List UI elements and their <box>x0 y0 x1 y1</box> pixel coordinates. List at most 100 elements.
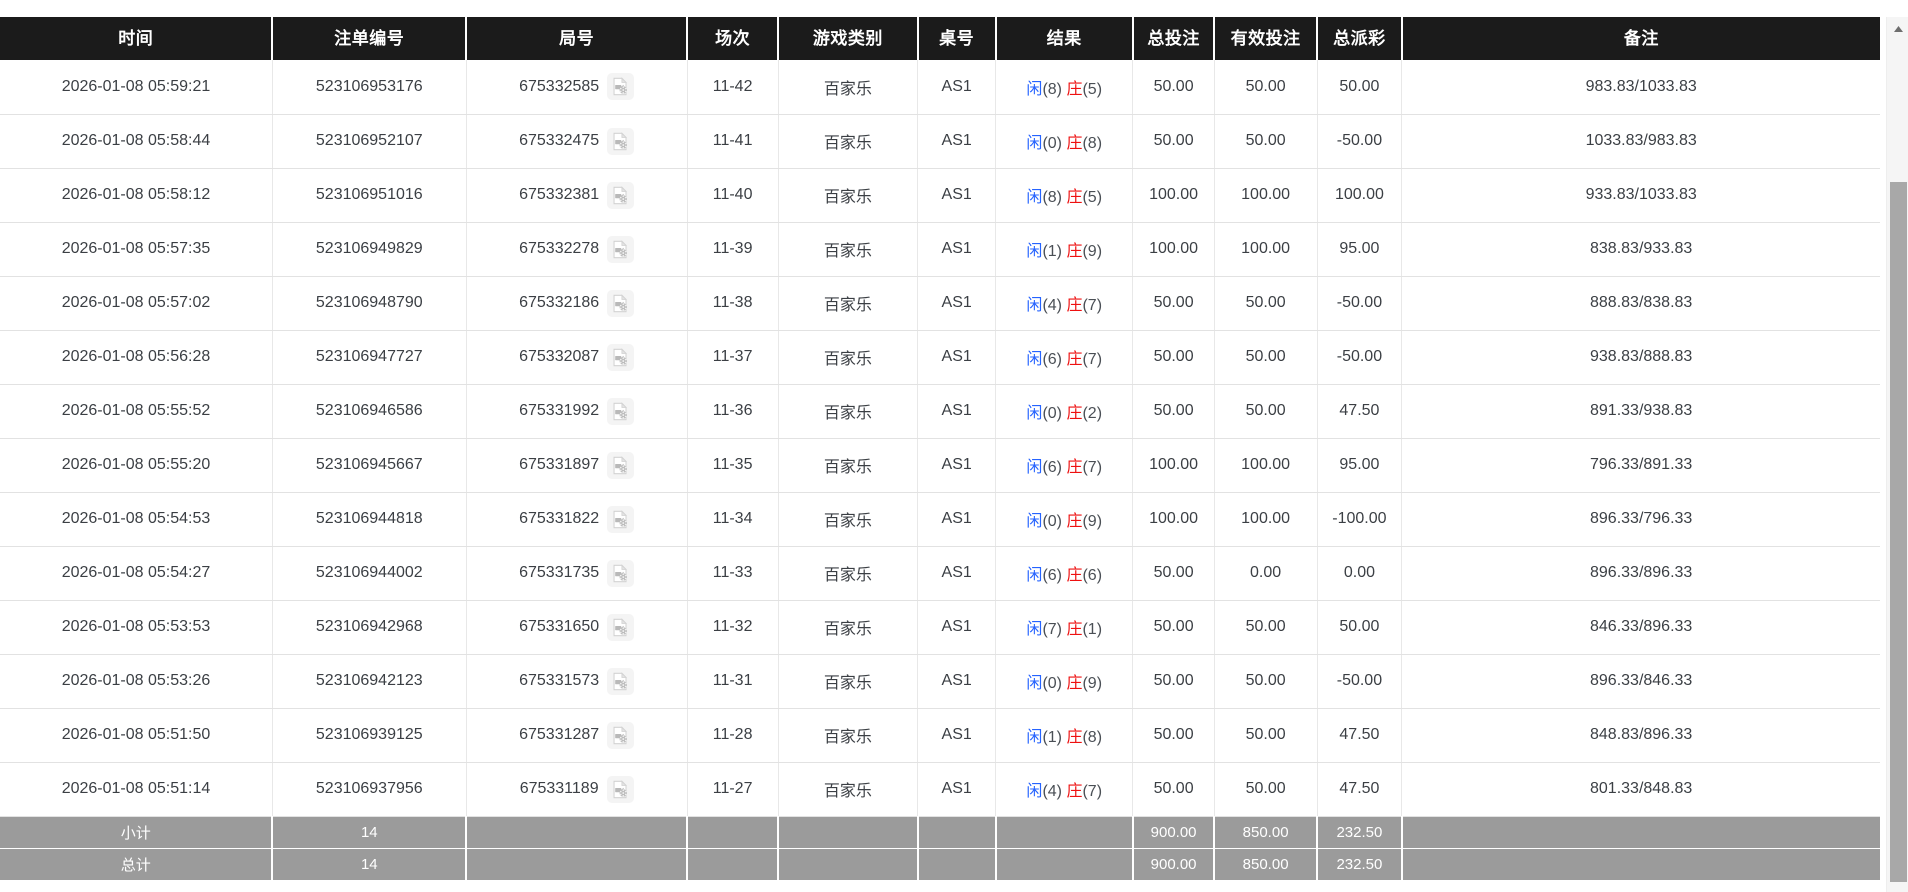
cell-remark: 896.33/796.33 <box>1401 492 1880 547</box>
table-row[interactable]: 2026-01-08 05:59:21 523106953176 675332585… <box>0 60 1880 115</box>
round-number-text: 675331573 <box>519 672 600 689</box>
cell-session: 11-35 <box>687 438 779 493</box>
scroll-up-arrow-icon[interactable] <box>1887 21 1908 37</box>
cell-remark: 888.83/838.83 <box>1401 276 1880 331</box>
result-banker-value: (1) <box>1082 621 1103 638</box>
table-row[interactable]: 2026-01-08 05:56:28 523106947727 675332087… <box>0 330 1880 385</box>
column-header-time[interactable]: 时间 <box>0 17 274 60</box>
table-row[interactable]: 2026-01-08 05:53:26 523106942123 675331573… <box>0 654 1880 709</box>
video-replay-icon[interactable] <box>607 289 635 317</box>
column-header-tableno[interactable]: 桌号 <box>917 17 997 60</box>
result-player-label: 闲 <box>1026 80 1043 98</box>
video-replay-icon[interactable] <box>607 397 635 425</box>
cell-tableno: AS1 <box>917 438 997 493</box>
cell-roundno: 675332087 <box>466 330 688 385</box>
column-header-remark[interactable]: 备注 <box>1401 17 1880 60</box>
cell-total-bet: 100.00 <box>1132 222 1215 277</box>
summary-remark <box>1401 816 1880 849</box>
vertical-scrollbar[interactable] <box>1886 17 1908 892</box>
video-replay-icon[interactable] <box>606 775 634 803</box>
video-replay-icon[interactable] <box>607 721 635 749</box>
cell-session: 11-39 <box>687 222 779 277</box>
table-row[interactable]: 2026-01-08 05:57:02 523106948790 675332186… <box>0 276 1880 331</box>
table-row[interactable]: 2026-01-08 05:57:35 523106949829 675332278… <box>0 222 1880 277</box>
cell-result: 闲(0) 庄(9) <box>995 654 1134 709</box>
column-header-bet[interactable]: 总投注 <box>1132 17 1216 60</box>
cell-payout: 47.50 <box>1317 384 1403 439</box>
video-replay-icon[interactable] <box>607 559 635 587</box>
table-row[interactable]: 2026-01-08 05:55:52 523106946586 675331992… <box>0 384 1880 439</box>
video-replay-icon[interactable] <box>607 235 635 263</box>
summary-count: 14 <box>272 848 468 880</box>
video-replay-icon[interactable] <box>607 505 635 533</box>
cell-roundno: 675332585 <box>466 60 688 115</box>
summary-tableno <box>917 816 997 849</box>
result-banker-label: 庄 <box>1066 351 1083 368</box>
cell-total-bet: 50.00 <box>1132 546 1215 601</box>
result-player-value: (1) <box>1042 729 1062 746</box>
table-row[interactable]: 2026-01-08 05:55:20 523106945667 675331897… <box>0 438 1880 493</box>
table-row[interactable]: 2026-01-08 05:54:53 523106944818 675331822… <box>0 492 1880 547</box>
result-player-label: 闲 <box>1026 567 1043 584</box>
result-player-value: (4) <box>1042 297 1062 314</box>
column-header-roundno[interactable]: 局号 <box>466 17 689 60</box>
cell-time: 2026-01-08 05:54:53 <box>0 492 273 547</box>
video-replay-icon[interactable] <box>607 181 635 209</box>
column-header-session[interactable]: 场次 <box>687 17 780 60</box>
summary-label: 总计 <box>0 848 274 880</box>
cell-valid-bet: 50.00 <box>1214 762 1318 817</box>
table-row[interactable]: 2026-01-08 05:58:44 523106952107 675332475… <box>0 114 1880 169</box>
result-banker-label: 庄 <box>1066 621 1083 638</box>
cell-remark: 796.33/891.33 <box>1401 438 1880 493</box>
round-number-text: 675331897 <box>519 456 600 473</box>
result-player-label: 闲 <box>1026 621 1043 638</box>
table-row[interactable]: 2026-01-08 05:54:27 523106944002 675331735… <box>0 546 1880 601</box>
video-replay-icon[interactable] <box>607 343 635 371</box>
column-header-gametype[interactable]: 游戏类别 <box>778 17 919 60</box>
result-player-value: (6) <box>1042 567 1062 584</box>
table-row[interactable]: 2026-01-08 05:58:12 523106951016 675332381… <box>0 168 1880 223</box>
vertical-scroll-thumb[interactable] <box>1890 182 1907 882</box>
cell-result: 闲(6) 庄(7) <box>995 438 1134 493</box>
result-banker-label: 庄 <box>1066 675 1083 692</box>
summary-gametype <box>778 848 919 880</box>
column-header-result[interactable]: 结果 <box>995 17 1134 60</box>
summary-result <box>995 848 1134 880</box>
table-header-row: 时间 注单编号 局号 场次 游戏类别 桌号 结果 总投注 有效投注 总派彩 备注 <box>0 17 1880 60</box>
video-replay-icon[interactable] <box>607 127 635 155</box>
table-row[interactable]: 2026-01-08 05:51:50 523106939125 675331287… <box>0 708 1880 763</box>
summary-payout: 232.50 <box>1317 816 1403 849</box>
cell-roundno: 675332381 <box>466 168 688 223</box>
cell-payout: 47.50 <box>1317 762 1403 817</box>
cell-total-bet: 50.00 <box>1132 654 1215 709</box>
summary-total-bet: 900.00 <box>1132 848 1216 880</box>
cell-session: 11-32 <box>687 600 779 655</box>
video-replay-icon[interactable] <box>607 73 635 101</box>
cell-session: 11-37 <box>687 330 779 385</box>
column-header-orderno[interactable]: 注单编号 <box>272 17 468 60</box>
result-banker-value: (9) <box>1082 243 1103 260</box>
cell-payout: -50.00 <box>1317 114 1403 169</box>
video-replay-icon[interactable] <box>607 613 635 641</box>
cell-orderno: 523106951016 <box>272 168 467 223</box>
cell-total-bet: 100.00 <box>1132 438 1215 493</box>
cell-total-bet: 50.00 <box>1132 762 1215 817</box>
table-row[interactable]: 2026-01-08 05:51:14 523106937956 675331189… <box>0 762 1880 817</box>
cell-total-bet: 100.00 <box>1132 492 1215 547</box>
cell-orderno: 523106948790 <box>272 276 467 331</box>
cell-session: 11-34 <box>687 492 779 547</box>
result-banker-value: (9) <box>1082 675 1103 692</box>
cell-tableno: AS1 <box>917 708 997 763</box>
summary-result <box>995 816 1134 849</box>
cell-valid-bet: 50.00 <box>1214 708 1318 763</box>
cell-gametype: 百家乐 <box>778 546 919 601</box>
cell-payout: 100.00 <box>1317 168 1403 223</box>
video-replay-icon[interactable] <box>607 451 635 479</box>
cell-valid-bet: 100.00 <box>1214 222 1318 277</box>
cell-time: 2026-01-08 05:56:28 <box>0 330 273 385</box>
column-header-validbet[interactable]: 有效投注 <box>1214 17 1318 60</box>
result-player-label: 闲 <box>1026 297 1043 314</box>
table-row[interactable]: 2026-01-08 05:53:53 523106942968 675331650… <box>0 600 1880 655</box>
video-replay-icon[interactable] <box>607 667 635 695</box>
column-header-payout[interactable]: 总派彩 <box>1317 17 1403 60</box>
